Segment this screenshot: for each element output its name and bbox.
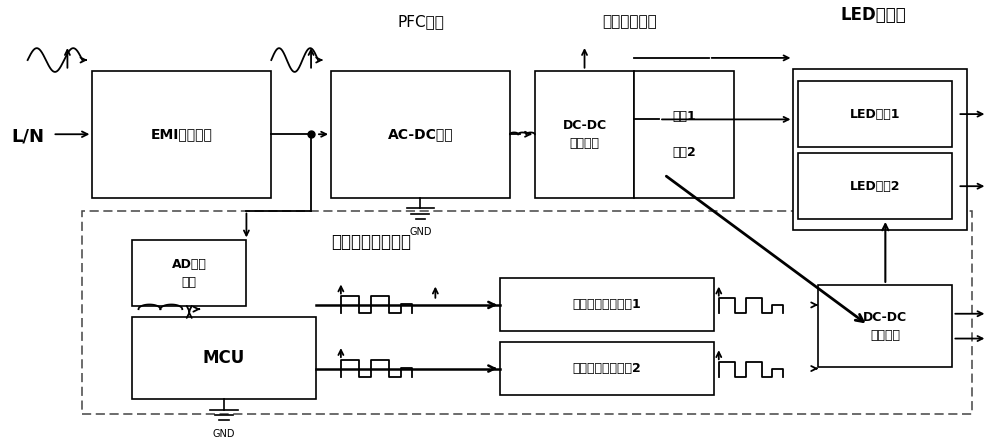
- Bar: [500, 278, 714, 332]
- Bar: [500, 342, 714, 395]
- Text: LED照明灯: LED照明灯: [840, 6, 906, 24]
- Text: 数字调光转换电路2: 数字调光转换电路2: [573, 362, 641, 375]
- Text: 隔离降压电路: 隔离降压电路: [602, 15, 657, 30]
- Bar: [535, 71, 634, 198]
- Bar: [634, 71, 734, 198]
- Text: DC-DC
转换电路: DC-DC 转换电路: [562, 119, 607, 150]
- Bar: [798, 81, 952, 147]
- Bar: [793, 68, 967, 230]
- Text: LED模组2: LED模组2: [850, 179, 901, 193]
- Text: 数字调光转换电路1: 数字调光转换电路1: [573, 299, 641, 311]
- Text: PFC电路: PFC电路: [397, 15, 444, 30]
- Text: AD采样
电路: AD采样 电路: [172, 258, 207, 288]
- Text: DC-DC
恒流电路: DC-DC 恒流电路: [863, 310, 907, 342]
- Text: 回路1

回路2: 回路1 回路2: [672, 110, 696, 159]
- Text: LED模组1: LED模组1: [850, 108, 901, 120]
- Bar: [82, 211, 972, 414]
- Bar: [132, 240, 246, 306]
- Text: GND: GND: [409, 227, 432, 237]
- Bar: [132, 317, 316, 399]
- Text: GND: GND: [213, 429, 235, 438]
- Bar: [92, 71, 271, 198]
- Bar: [818, 285, 952, 367]
- Text: 数字通信调光装置: 数字通信调光装置: [331, 233, 411, 251]
- Bar: [331, 71, 510, 198]
- Text: MCU: MCU: [203, 349, 245, 367]
- Text: AC-DC电路: AC-DC电路: [388, 127, 453, 141]
- Text: L/N: L/N: [11, 127, 44, 146]
- Text: EMI滤波电路: EMI滤波电路: [151, 127, 213, 141]
- Bar: [798, 153, 952, 219]
